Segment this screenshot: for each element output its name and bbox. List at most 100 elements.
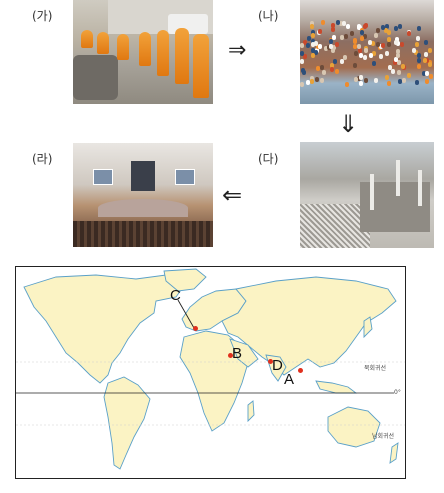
crowd-person <box>300 43 304 48</box>
marker-c-pointer <box>177 299 195 329</box>
crowd-person <box>417 58 421 63</box>
crowd-person <box>332 35 336 40</box>
crowd-person <box>387 42 391 47</box>
crowd-person <box>321 20 325 25</box>
label-ra: (라) <box>32 152 53 166</box>
marker-d-dot <box>268 359 273 364</box>
crowd-person <box>350 31 354 36</box>
crowd-person <box>346 24 350 29</box>
crowd-person <box>324 46 328 51</box>
crowd-person <box>425 58 429 63</box>
label-na: (나) <box>258 9 279 23</box>
new-zealand <box>389 442 399 464</box>
crowd-person <box>359 81 363 86</box>
photo-church-worship <box>73 143 213 247</box>
crowd-person <box>311 33 315 38</box>
crowd-person <box>398 24 402 29</box>
crowd-person <box>391 69 395 74</box>
crowd-person <box>416 36 420 41</box>
crowd-person <box>320 78 324 83</box>
crowd-person <box>330 67 334 72</box>
crowd-person <box>307 36 311 41</box>
crowd-person <box>343 55 347 60</box>
crowd-person <box>311 53 315 58</box>
crowd-person <box>423 58 427 63</box>
crowd-person <box>417 26 421 31</box>
crowd-person <box>340 35 344 40</box>
crowd-person <box>417 53 421 58</box>
crowd-person <box>358 48 362 53</box>
crowd-person <box>424 52 428 57</box>
crowd-person <box>395 37 399 42</box>
crowd-person <box>353 44 357 49</box>
marker-a-label: A <box>284 371 295 388</box>
indonesia <box>315 380 358 394</box>
crowd-person <box>311 39 315 44</box>
photo-buddhist-monks <box>73 0 213 104</box>
crowd-person <box>357 24 361 29</box>
crowd-person <box>363 55 367 60</box>
crowd-person <box>417 64 421 69</box>
crowd-person <box>318 29 322 34</box>
crowd-person <box>322 70 326 75</box>
crowd-person <box>311 30 315 35</box>
crowd-person <box>339 21 343 26</box>
crowd-person <box>359 53 363 58</box>
map-svg <box>16 268 405 470</box>
crowd-person <box>364 48 368 53</box>
crowd-person <box>340 59 344 64</box>
crowd-person <box>394 40 398 45</box>
marker-c-label: C <box>170 287 181 304</box>
crowd-person <box>310 76 314 81</box>
crowd-person <box>402 78 406 83</box>
crowd-person <box>306 43 310 48</box>
crowd-person <box>335 69 339 74</box>
down-arrow-icon: ⇓ <box>338 110 359 138</box>
crowd-person <box>333 59 337 64</box>
crowd-person <box>381 25 385 30</box>
crowd-person <box>397 70 401 75</box>
crowd-person <box>336 20 340 25</box>
crowd-person <box>359 75 363 80</box>
crowd-person <box>363 24 367 29</box>
crowd-person <box>314 50 318 55</box>
crowd-person <box>332 45 336 50</box>
crowd-person <box>407 73 411 78</box>
crowd-person <box>320 65 324 70</box>
crowd-person <box>400 42 404 47</box>
madagascar <box>247 400 255 423</box>
crowd-person <box>300 51 304 56</box>
label-da: (다) <box>258 152 279 166</box>
crowd-person <box>415 42 419 47</box>
crowd-person <box>422 71 426 76</box>
crowd-person <box>330 63 334 68</box>
crowd-person <box>396 41 400 46</box>
crowd-person <box>354 77 358 82</box>
crowd-person <box>385 75 389 80</box>
marker-b-label: B <box>232 345 243 362</box>
crowd-person <box>384 28 388 33</box>
crowd-person <box>364 78 368 83</box>
crowd-person <box>397 60 401 65</box>
photo-ganges-bathers <box>300 0 434 104</box>
crowd-person <box>353 39 357 44</box>
greenland <box>163 268 207 292</box>
crowd-person <box>376 28 380 33</box>
crowd-person <box>316 66 320 71</box>
crowd-person <box>396 49 400 54</box>
crowd-person <box>353 63 357 68</box>
south-america <box>103 376 151 470</box>
crowd-person <box>369 53 373 58</box>
marker-a-dot <box>298 368 303 373</box>
crowd-person <box>412 48 416 53</box>
crowd-person <box>335 42 339 47</box>
crowd-person <box>315 77 319 82</box>
crowd-person <box>407 31 411 36</box>
crowd-person <box>318 44 322 49</box>
crowd-person <box>329 39 333 44</box>
crowd-person <box>415 80 419 85</box>
crowd-person <box>354 51 358 56</box>
crowd-person <box>428 62 432 67</box>
crowd-person <box>374 78 378 83</box>
crowd-person <box>387 37 391 42</box>
